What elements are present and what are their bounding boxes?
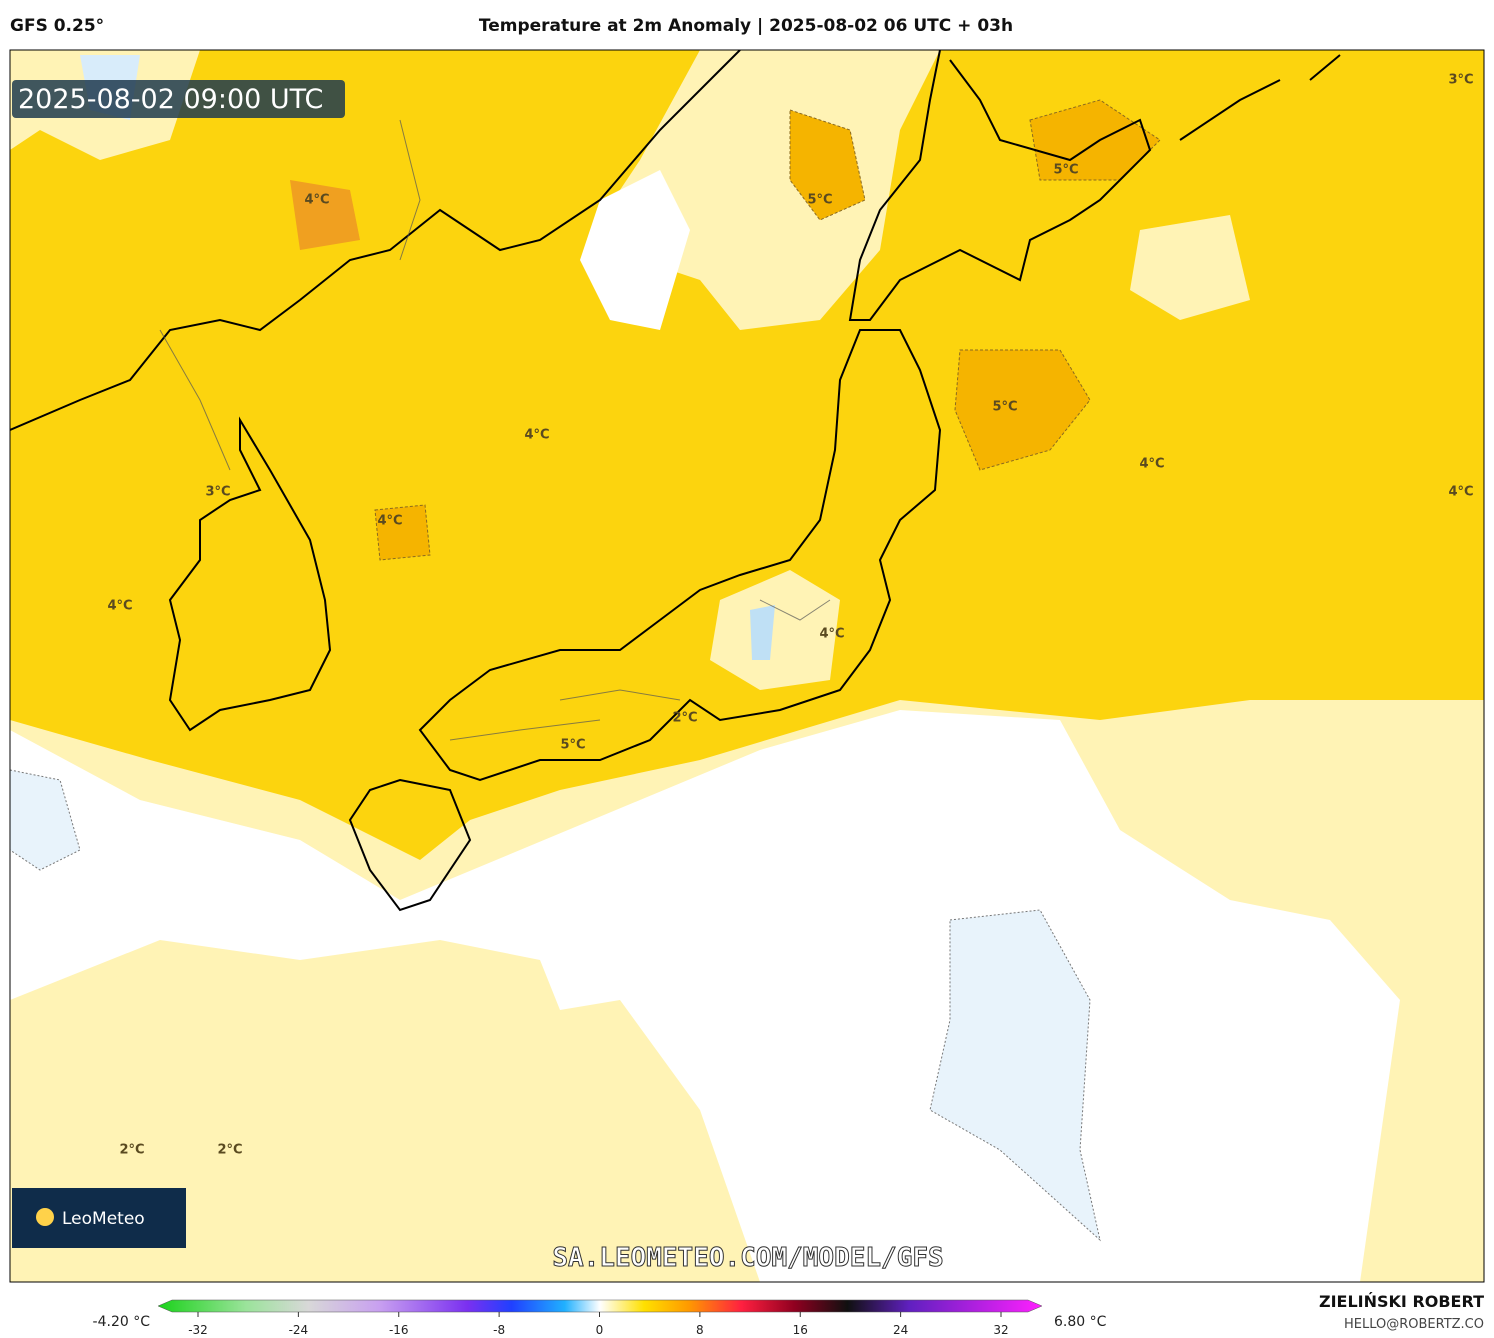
colorbar-max: 6.80 °C — [1054, 1314, 1107, 1330]
pale-zone — [710, 570, 840, 690]
map-title: Temperature at 2m Anomaly | 2025-08-02 0… — [479, 16, 1013, 36]
colorbar-tick-label: -24 — [289, 1323, 309, 1337]
contour-label: 5°C — [992, 400, 1017, 415]
map-frame — [9, 49, 1485, 1283]
coastline — [10, 50, 1341, 912]
contour-label: 5°C — [1053, 163, 1078, 178]
cool-patch — [10, 769, 81, 871]
pale-zone — [600, 50, 940, 330]
contour-label: 4°C — [1139, 457, 1164, 472]
colorbar — [157, 1299, 1043, 1313]
contact: HELLO@ROBERTZ.CO — [1344, 1317, 1484, 1332]
warm-patch — [954, 349, 1091, 471]
contour-label: 3°C — [205, 485, 230, 500]
watermark: SA.LEOMETEO.COM/MODEL/GFS — [552, 1243, 943, 1273]
borders — [159, 119, 831, 741]
colorbar-tick-label: 16 — [793, 1323, 808, 1337]
colorbar-tick-label: 8 — [696, 1323, 704, 1337]
map: 3°C 4°C 5°C 5°C 4°C 5°C 4°C 4°C 3°C 4°C 4°C 4°C 2°C 5… — [10, 50, 1484, 1282]
contour-label: 5°C — [560, 738, 585, 753]
contour-label: 2°C — [217, 1143, 242, 1158]
contour-label: 4°C — [304, 193, 329, 208]
time-box — [12, 80, 345, 118]
colorbar-tick-label: -16 — [389, 1323, 409, 1337]
contour-label: 2°C — [119, 1143, 144, 1158]
colorbar-min: -4.20 °C — [93, 1314, 151, 1330]
colorbar-tick-label: 0 — [596, 1323, 604, 1337]
colorbar-tick-label: -32 — [188, 1323, 208, 1337]
contour-label: 2°C — [672, 711, 697, 726]
neutral-zone — [580, 170, 690, 330]
valid-time: 2025-08-02 09:00 UTC — [18, 84, 323, 115]
colorbar-tick-label: 24 — [893, 1323, 908, 1337]
author: ZIELIŃSKI ROBERT — [1319, 1292, 1484, 1311]
warm-patch — [1029, 99, 1161, 181]
contour-label: 3°C — [1448, 73, 1473, 88]
contour-label: 4°C — [819, 627, 844, 642]
logo: LeoMeteo — [62, 1209, 145, 1229]
contour-label: 4°C — [1448, 485, 1473, 500]
cool-patch — [750, 605, 775, 660]
warm-patch — [374, 504, 431, 561]
colorbar-tick-label: -8 — [493, 1323, 505, 1337]
model-name: GFS 0.25° — [10, 16, 104, 36]
contour-label: 4°C — [377, 514, 402, 529]
pale-zone — [1130, 215, 1250, 320]
contour-label: 5°C — [807, 193, 832, 208]
warm-patch — [789, 109, 866, 221]
colorbar-tick-label: 32 — [993, 1323, 1008, 1337]
warm-patch — [290, 180, 360, 250]
contour-label: 4°C — [524, 428, 549, 443]
logo-sun — [36, 1208, 54, 1226]
cool-patch — [929, 909, 1101, 1242]
contour-label: 4°C — [107, 599, 132, 614]
